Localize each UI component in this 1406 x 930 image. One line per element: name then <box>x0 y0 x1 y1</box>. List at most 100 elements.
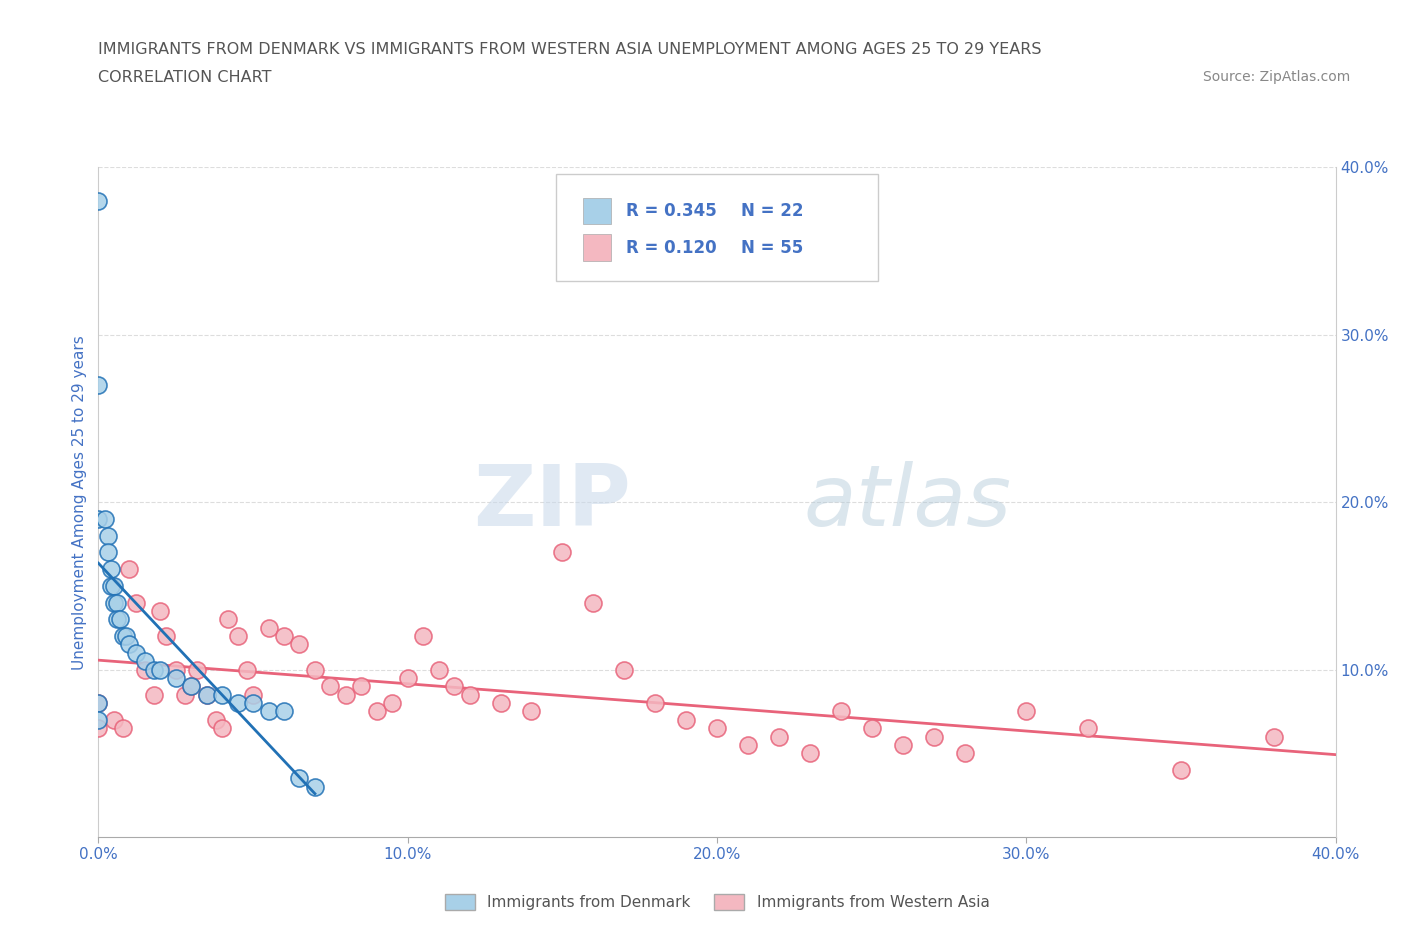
Point <box>195 687 218 702</box>
Point <box>613 662 636 677</box>
Point <box>706 721 728 736</box>
Point <box>458 687 481 702</box>
Point <box>520 704 543 719</box>
Text: CORRELATION CHART: CORRELATION CHART <box>98 70 271 85</box>
Text: atlas: atlas <box>804 460 1012 544</box>
Point <box>97 545 120 560</box>
Text: ZIP: ZIP <box>472 460 630 544</box>
Point <box>1015 704 1038 719</box>
Point <box>165 662 187 677</box>
Point <box>304 779 326 794</box>
Text: Source: ZipAtlas.com: Source: ZipAtlas.com <box>1202 70 1350 84</box>
Point <box>922 729 945 744</box>
Point <box>737 737 759 752</box>
Point <box>103 712 125 727</box>
Point <box>830 704 852 719</box>
Text: N = 55: N = 55 <box>741 239 803 257</box>
Point <box>118 637 141 652</box>
Y-axis label: Unemployment Among Ages 25 to 29 years: Unemployment Among Ages 25 to 29 years <box>72 335 87 670</box>
Point <box>381 696 404 711</box>
Point <box>273 629 295 644</box>
Point <box>108 612 131 627</box>
Point <box>242 687 264 702</box>
Point <box>155 629 177 644</box>
Point <box>87 378 110 392</box>
Point <box>112 721 135 736</box>
Point <box>174 687 197 702</box>
Point <box>100 578 122 593</box>
Point <box>115 629 138 644</box>
Point <box>87 512 110 526</box>
Point <box>799 746 821 761</box>
Text: IMMIGRANTS FROM DENMARK VS IMMIGRANTS FROM WESTERN ASIA UNEMPLOYMENT AMONG AGES : IMMIGRANTS FROM DENMARK VS IMMIGRANTS FR… <box>98 42 1042 57</box>
Point <box>427 662 450 677</box>
Point <box>582 595 605 610</box>
Point <box>124 595 146 610</box>
Point <box>273 704 295 719</box>
Point <box>105 612 128 627</box>
Point <box>257 620 280 635</box>
Point <box>118 562 141 577</box>
Text: R = 0.120: R = 0.120 <box>626 239 716 257</box>
Point <box>226 696 249 711</box>
Point <box>87 696 110 711</box>
Point <box>180 679 202 694</box>
Point <box>87 712 110 727</box>
Point <box>319 679 342 694</box>
Point <box>953 746 976 761</box>
Point <box>97 528 120 543</box>
Point <box>288 637 311 652</box>
Point <box>143 662 166 677</box>
Point <box>675 712 697 727</box>
Point <box>87 696 110 711</box>
Point <box>644 696 666 711</box>
Point <box>195 687 218 702</box>
Point <box>149 604 172 618</box>
Point <box>304 662 326 677</box>
Point <box>551 545 574 560</box>
Point <box>100 562 122 577</box>
Point <box>350 679 373 694</box>
Point <box>412 629 434 644</box>
Point <box>186 662 208 677</box>
Point <box>93 512 115 526</box>
Point <box>1077 721 1099 736</box>
Point <box>105 595 128 610</box>
Point <box>205 712 228 727</box>
Point <box>242 696 264 711</box>
FancyBboxPatch shape <box>583 197 610 224</box>
Point <box>124 645 146 660</box>
Point <box>396 671 419 685</box>
Point <box>257 704 280 719</box>
Point <box>103 595 125 610</box>
Point <box>366 704 388 719</box>
Point <box>149 662 172 677</box>
Point <box>217 612 239 627</box>
Point <box>489 696 512 711</box>
Point <box>288 771 311 786</box>
Point <box>443 679 465 694</box>
Point <box>1170 763 1192 777</box>
Point <box>112 629 135 644</box>
Point <box>143 687 166 702</box>
Point <box>335 687 357 702</box>
Point <box>87 721 110 736</box>
Point <box>891 737 914 752</box>
Point <box>860 721 883 736</box>
Point <box>1263 729 1285 744</box>
Point <box>165 671 187 685</box>
Point <box>211 687 233 702</box>
Point <box>236 662 259 677</box>
FancyBboxPatch shape <box>583 234 610 261</box>
Point <box>768 729 790 744</box>
Point <box>211 721 233 736</box>
Point <box>180 679 202 694</box>
Point <box>87 193 110 208</box>
Point <box>226 629 249 644</box>
Legend: Immigrants from Denmark, Immigrants from Western Asia: Immigrants from Denmark, Immigrants from… <box>439 888 995 916</box>
FancyBboxPatch shape <box>557 174 877 281</box>
Point <box>134 654 156 669</box>
Text: R = 0.345: R = 0.345 <box>626 202 716 219</box>
Text: N = 22: N = 22 <box>741 202 803 219</box>
Point <box>103 578 125 593</box>
